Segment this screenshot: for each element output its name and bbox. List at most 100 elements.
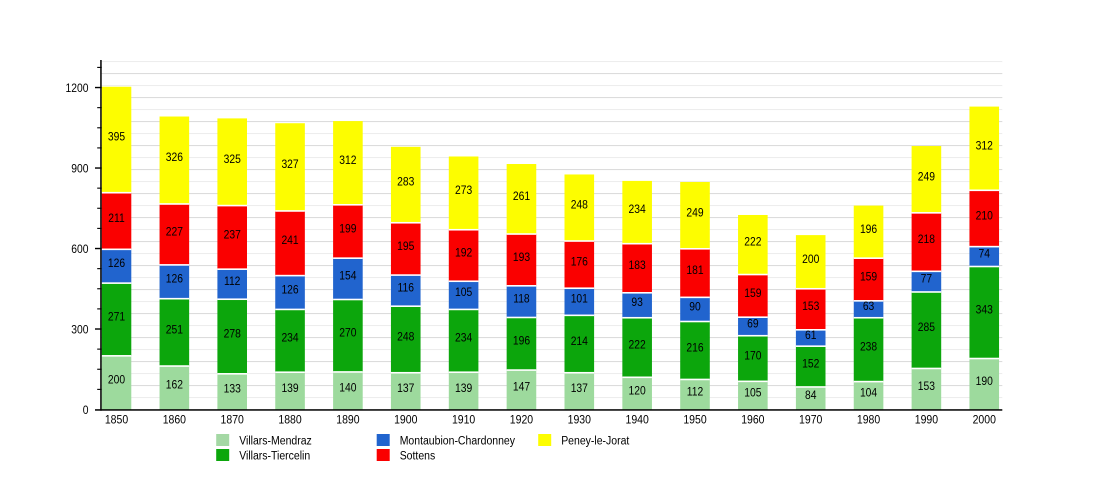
svg-text:285: 285 (918, 321, 935, 334)
svg-text:325: 325 (224, 153, 241, 166)
svg-text:137: 137 (397, 382, 414, 395)
svg-text:61: 61 (805, 329, 816, 342)
svg-text:Villars-Mendraz: Villars-Mendraz (239, 435, 312, 448)
svg-text:153: 153 (802, 301, 819, 314)
svg-text:249: 249 (918, 171, 935, 184)
svg-text:326: 326 (166, 151, 183, 164)
svg-text:216: 216 (686, 342, 703, 355)
svg-text:126: 126 (281, 284, 298, 297)
svg-text:154: 154 (339, 270, 356, 283)
svg-text:84: 84 (805, 389, 816, 402)
svg-text:199: 199 (339, 223, 356, 236)
svg-text:93: 93 (631, 297, 642, 310)
svg-text:1940: 1940 (625, 414, 648, 427)
svg-text:137: 137 (571, 382, 588, 395)
svg-text:159: 159 (860, 271, 877, 284)
svg-text:248: 248 (397, 331, 414, 344)
svg-text:222: 222 (629, 339, 646, 352)
svg-text:Villars-Tiercelin: Villars-Tiercelin (239, 450, 310, 463)
svg-text:90: 90 (689, 301, 700, 314)
svg-text:1900: 1900 (394, 414, 417, 427)
svg-text:283: 283 (397, 176, 414, 189)
svg-text:1920: 1920 (510, 414, 533, 427)
svg-text:112: 112 (687, 386, 703, 399)
svg-text:237: 237 (224, 229, 241, 242)
svg-text:1950: 1950 (683, 414, 706, 427)
svg-text:211: 211 (108, 212, 124, 225)
svg-text:1960: 1960 (741, 414, 764, 427)
svg-text:1200: 1200 (66, 82, 89, 95)
svg-text:600: 600 (71, 243, 88, 256)
svg-text:312: 312 (339, 154, 356, 167)
svg-text:1970: 1970 (799, 414, 822, 427)
svg-text:300: 300 (71, 324, 88, 337)
svg-text:139: 139 (281, 382, 298, 395)
svg-text:116: 116 (398, 282, 414, 295)
svg-text:159: 159 (744, 287, 761, 300)
svg-text:1930: 1930 (568, 414, 591, 427)
svg-text:69: 69 (747, 318, 758, 331)
svg-text:105: 105 (744, 387, 761, 400)
svg-text:261: 261 (513, 190, 530, 203)
svg-text:118: 118 (513, 293, 529, 306)
svg-text:152: 152 (802, 358, 819, 371)
svg-text:271: 271 (108, 311, 125, 324)
svg-text:249: 249 (686, 207, 703, 220)
svg-text:170: 170 (744, 350, 761, 363)
svg-text:278: 278 (224, 328, 241, 341)
svg-text:1850: 1850 (105, 414, 128, 427)
svg-text:162: 162 (166, 379, 183, 392)
svg-text:140: 140 (339, 382, 356, 395)
svg-text:74: 74 (979, 248, 990, 261)
svg-text:222: 222 (744, 236, 761, 249)
svg-text:1860: 1860 (163, 414, 186, 427)
svg-text:104: 104 (860, 387, 877, 400)
svg-text:248: 248 (571, 199, 588, 212)
svg-text:1990: 1990 (915, 414, 938, 427)
svg-text:112: 112 (224, 275, 240, 288)
svg-text:183: 183 (629, 259, 646, 272)
svg-text:270: 270 (339, 327, 356, 340)
svg-text:147: 147 (513, 381, 530, 394)
svg-text:195: 195 (397, 240, 414, 253)
svg-text:251: 251 (166, 324, 183, 337)
svg-text:Montaubion-Chardonney: Montaubion-Chardonney (400, 435, 516, 448)
svg-text:218: 218 (918, 233, 935, 246)
svg-text:105: 105 (455, 287, 472, 300)
svg-text:1890: 1890 (336, 414, 359, 427)
svg-text:2000: 2000 (973, 414, 996, 427)
svg-text:126: 126 (166, 273, 183, 286)
svg-text:312: 312 (976, 140, 993, 153)
svg-text:77: 77 (921, 273, 932, 286)
svg-text:238: 238 (860, 341, 877, 354)
svg-text:234: 234 (629, 204, 646, 217)
svg-text:200: 200 (802, 253, 819, 266)
svg-text:900: 900 (71, 163, 88, 176)
svg-text:139: 139 (455, 382, 472, 395)
svg-text:196: 196 (860, 223, 877, 236)
svg-text:181: 181 (686, 264, 703, 277)
svg-text:63: 63 (863, 301, 874, 314)
svg-text:210: 210 (976, 210, 993, 223)
svg-text:343: 343 (976, 304, 993, 317)
svg-text:190: 190 (976, 375, 993, 388)
svg-text:234: 234 (281, 332, 298, 345)
svg-text:101: 101 (571, 293, 588, 306)
svg-text:192: 192 (455, 247, 472, 260)
svg-text:Sottens: Sottens (400, 450, 436, 463)
svg-text:327: 327 (281, 158, 298, 171)
svg-text:196: 196 (513, 335, 530, 348)
svg-text:176: 176 (571, 256, 588, 269)
svg-text:1870: 1870 (221, 414, 244, 427)
svg-text:1880: 1880 (278, 414, 301, 427)
svg-text:200: 200 (108, 374, 125, 387)
svg-text:214: 214 (571, 335, 588, 348)
svg-text:395: 395 (108, 131, 125, 144)
svg-text:120: 120 (629, 385, 646, 398)
svg-text:Peney-le-Jorat: Peney-le-Jorat (561, 435, 630, 448)
svg-text:1980: 1980 (857, 414, 880, 427)
svg-text:1910: 1910 (452, 414, 475, 427)
svg-text:153: 153 (918, 380, 935, 393)
svg-text:227: 227 (166, 226, 183, 239)
svg-text:193: 193 (513, 251, 530, 264)
